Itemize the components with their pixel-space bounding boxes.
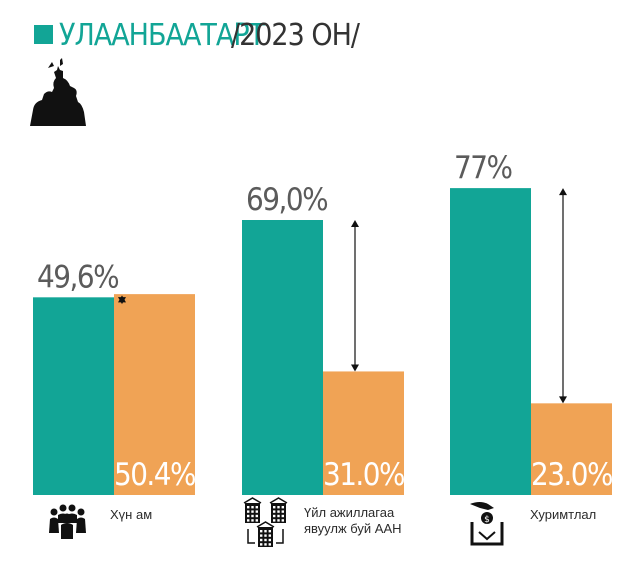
people-group-icon bbox=[49, 504, 86, 539]
header: УЛААНБААТАРТ /2023 ОН/ bbox=[34, 18, 594, 58]
bar-group-1: 49,6% 50.4% bbox=[33, 259, 197, 495]
buildings-icon bbox=[243, 497, 288, 547]
orange-bar-3 bbox=[531, 403, 612, 495]
teal-value-label-3: 77% bbox=[454, 150, 512, 186]
orange-value-label-3: 23.0% bbox=[531, 457, 612, 493]
title-square-marker bbox=[34, 25, 53, 44]
difference-arrow-2 bbox=[351, 220, 359, 372]
teal-bar-2 bbox=[242, 220, 323, 495]
category-label-line: Үйл ажиллагаа bbox=[304, 505, 395, 520]
orange-bar-1 bbox=[114, 294, 195, 495]
category-label-1: Хүн ам bbox=[110, 507, 152, 523]
category-label-line: Хуримтлал bbox=[530, 507, 597, 522]
page-title: УЛААНБААТАРТ bbox=[59, 18, 265, 53]
difference-arrow-1 bbox=[118, 295, 126, 305]
orange-value-label-1: 50.4% bbox=[114, 457, 195, 493]
svg-text:$: $ bbox=[484, 515, 490, 525]
page-subtitle: /2023 ОН/ bbox=[231, 18, 360, 53]
category-label-line: явуулж буй ААН bbox=[304, 521, 402, 536]
equestrian-statue-icon bbox=[30, 58, 86, 126]
category-label-line: Хүн ам bbox=[110, 507, 153, 522]
teal-bar-1 bbox=[33, 297, 114, 495]
bar-group-3: 77% 23.0% bbox=[450, 150, 614, 495]
orange-bar-2 bbox=[323, 371, 404, 495]
bar-group-2: 69,0% 31.0% bbox=[242, 182, 406, 495]
teal-value-label-2: 69,0% bbox=[246, 182, 327, 218]
savings-box-icon: $ bbox=[470, 502, 504, 546]
orange-value-label-2: 31.0% bbox=[323, 457, 404, 493]
difference-arrow-3 bbox=[559, 188, 567, 404]
teal-bar-3 bbox=[450, 188, 531, 495]
category-label-2: Үйл ажиллагаа явуулж буй ААН bbox=[304, 505, 402, 537]
category-label-3: Хуримтлал bbox=[530, 507, 596, 523]
teal-value-label-1: 49,6% bbox=[37, 259, 118, 295]
